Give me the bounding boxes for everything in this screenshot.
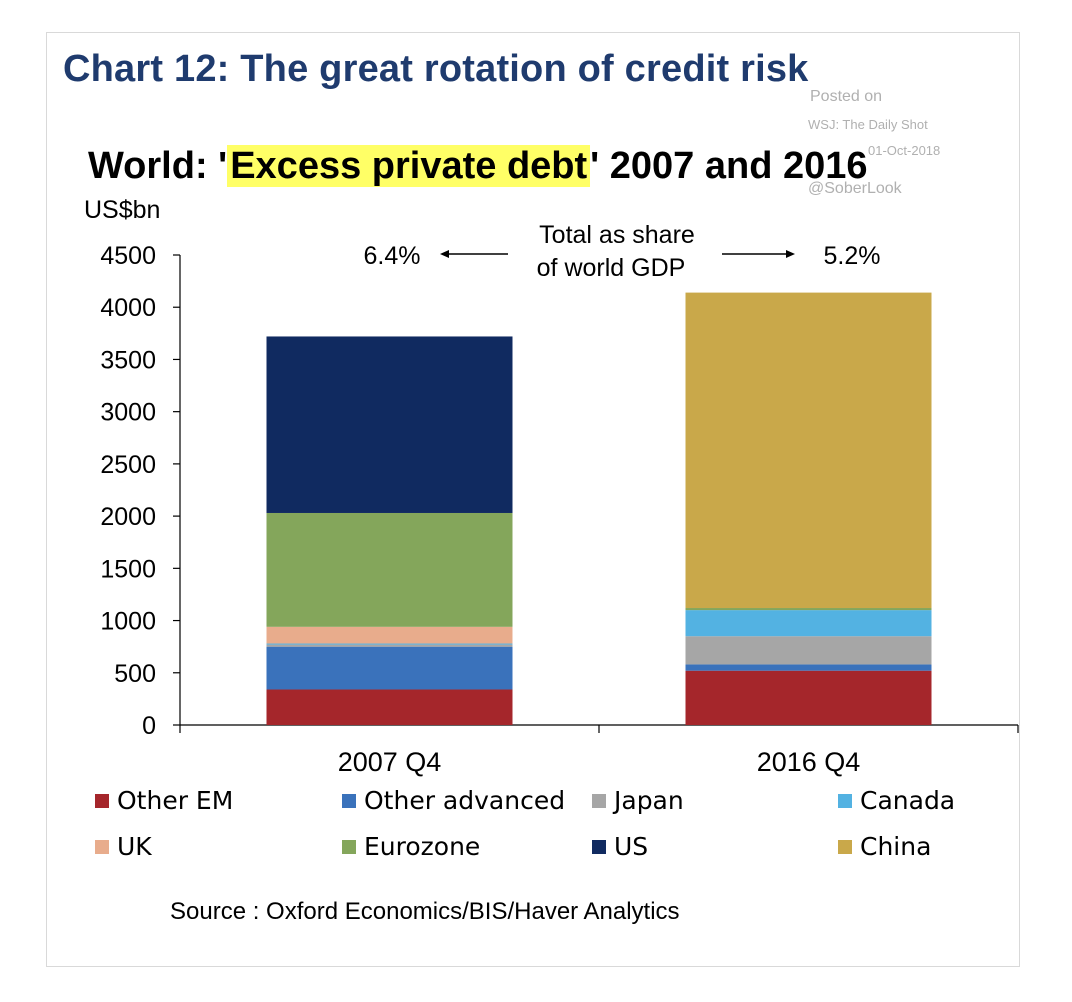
x-tick-label: 2007 Q4	[338, 747, 442, 777]
bar-segment-canada-1	[266, 643, 513, 645]
annotation-arrowhead-left	[440, 250, 449, 258]
legend-label: Canada	[860, 786, 956, 815]
subtitle-highlight: Excess private debt	[227, 145, 591, 187]
legend-swatch	[592, 794, 606, 808]
annotation-arrowhead-right	[786, 250, 795, 258]
bar-segment-us-1	[266, 336, 513, 513]
bar-segment-other-em-1	[266, 689, 513, 725]
annotation-left-value: 6.4%	[364, 242, 421, 270]
gdp-annotation: 6.4% 5.2% Total as share of world GDP	[364, 221, 881, 282]
bar-segment-other-advanced-1	[266, 646, 513, 690]
legend-item-uk: UK	[95, 832, 152, 861]
legend-label: Other EM	[117, 786, 234, 815]
x-axis: 2007 Q4 2016 Q4	[179, 724, 1019, 777]
y-tick-label: 500	[114, 660, 156, 688]
watermark-line-2: WSJ: The Daily Shot	[808, 117, 928, 132]
legend-item-other-em: Other EM	[95, 786, 233, 815]
subtitle-suffix: ' 2007 and 2016	[590, 145, 868, 187]
y-tick-label: 3500	[100, 346, 156, 374]
legend-swatch	[95, 794, 109, 808]
bar-segment-japan-2	[685, 636, 932, 665]
legend-swatch	[342, 794, 356, 808]
legend-label: Japan	[614, 786, 684, 815]
legend-item-canada: Canada	[838, 786, 955, 815]
y-tick-label: 0	[142, 712, 156, 740]
legend-label: Eurozone	[364, 832, 481, 861]
bar-segment-other-advanced-2	[685, 664, 932, 671]
legend-item-other-advanced: Other advanced	[342, 786, 565, 815]
legend-item-china: China	[838, 832, 931, 861]
source-note: Source : Oxford Economics/BIS/Haver Anal…	[170, 898, 680, 925]
watermark-line-3: 01-Oct-2018	[868, 143, 941, 158]
legend-label: UK	[117, 832, 152, 861]
legend-label: Other advanced	[364, 786, 566, 815]
y-axis: 0 500 1000 1500 2000 2500 3000 3500 4000 4500	[100, 242, 181, 740]
x-tick-label: 2016 Q4	[757, 747, 861, 777]
chart-title: Chart 12: The great rotation of credit r…	[63, 48, 809, 90]
y-tick-label: 3000	[100, 399, 156, 427]
watermark-line-1: Posted on	[810, 88, 883, 105]
legend-item-eurozone: Eurozone	[342, 832, 480, 861]
annotation-label-line-1: Total as share	[539, 221, 695, 249]
y-tick-label: 4500	[100, 242, 156, 270]
bar-segment-eurozone-1	[266, 512, 513, 627]
annotation-right-value: 5.2%	[824, 242, 881, 270]
legend-swatch	[838, 840, 852, 854]
y-tick-label: 4000	[100, 294, 156, 322]
y-tick-label: 1500	[100, 555, 156, 583]
legend-swatch	[592, 840, 606, 854]
legend-item-japan: Japan	[592, 786, 684, 815]
bar-segment-other-em-2	[685, 670, 932, 725]
legend-item-us: US	[592, 832, 648, 861]
bar-segment-japan-1	[266, 644, 513, 647]
legend-swatch	[342, 840, 356, 854]
y-tick-label: 2500	[100, 451, 156, 479]
y-tick-label: 1000	[100, 608, 156, 636]
watermark-line-4: @SoberLook	[808, 180, 902, 197]
bar-segment-eurozone-2	[685, 608, 932, 611]
legend-label: US	[614, 832, 649, 861]
chart-subtitle: World: 'Excess private debt' 2007 and 20…	[88, 145, 868, 188]
bar-segment-canada-2	[685, 610, 932, 637]
annotation-label-line-2: of world GDP	[537, 254, 686, 282]
legend-swatch	[838, 794, 852, 808]
bars	[266, 292, 932, 725]
y-tick-label: 2000	[100, 503, 156, 531]
subtitle-prefix: World: '	[88, 145, 228, 187]
y-axis-units: US$bn	[84, 196, 161, 224]
bar-segment-uk-1	[266, 626, 513, 644]
bar-segment-china-2	[685, 292, 932, 609]
legend-swatch	[95, 840, 109, 854]
legend-label: China	[860, 832, 932, 861]
